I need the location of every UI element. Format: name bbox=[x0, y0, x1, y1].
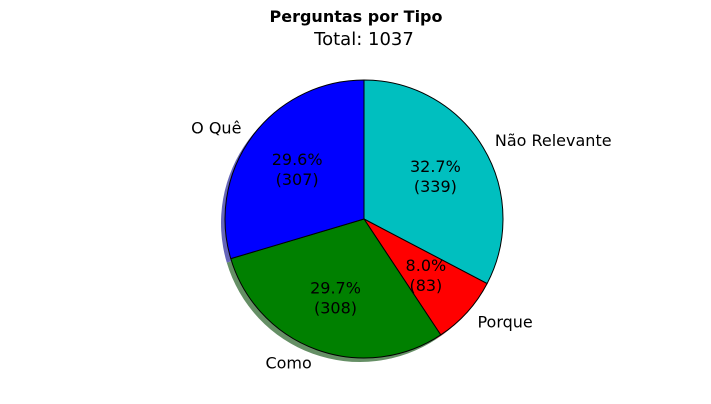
count-label-o-que: (307) bbox=[276, 170, 319, 189]
percent-label-nao-relevante: 32.7% bbox=[410, 157, 461, 176]
chart-title: Perguntas por Tipo bbox=[270, 7, 443, 26]
category-label-como: Como bbox=[265, 354, 311, 373]
pie-slice-como bbox=[230, 218, 442, 359]
percent-label-o-que: 29.6% bbox=[272, 150, 323, 169]
count-label-como: (308) bbox=[314, 298, 357, 317]
chart-subtitle: Total: 1037 bbox=[313, 29, 414, 50]
percent-label-porque: 8.0% bbox=[406, 256, 447, 275]
category-label-porque: Porque bbox=[477, 312, 532, 331]
pie-label-layer: Não Relevante 32.7%(339) Porque 8.0%(83) Com… bbox=[191, 119, 611, 373]
count-label-porque: (83) bbox=[409, 276, 442, 295]
percent-label-como: 29.7% bbox=[310, 278, 361, 297]
pie-slice-nao-relevante bbox=[363, 79, 504, 285]
category-label-o-que: O Quê bbox=[191, 119, 241, 138]
count-label-nao-relevante: (339) bbox=[414, 177, 457, 196]
pie-slice-o-que bbox=[224, 79, 365, 260]
pie-slice-layer bbox=[224, 79, 504, 359]
category-label-nao-relevante: Não Relevante bbox=[495, 131, 612, 150]
